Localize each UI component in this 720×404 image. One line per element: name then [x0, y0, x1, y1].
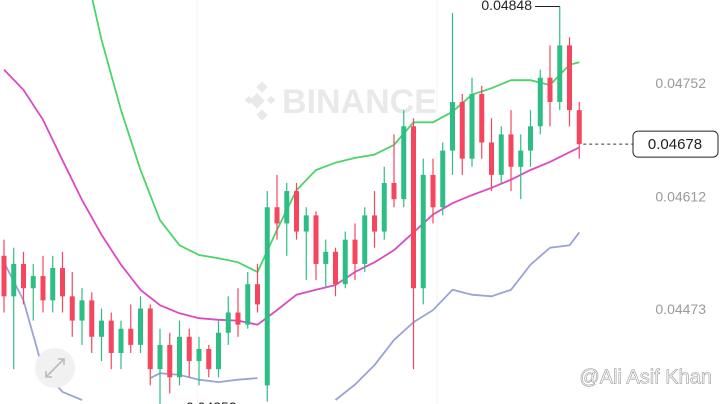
- watermark-logo: [244, 81, 276, 121]
- y-tick-label: 0.04612: [655, 188, 706, 204]
- candle-body: [518, 150, 524, 167]
- candle-body: [391, 182, 397, 200]
- candle-body: [21, 263, 26, 289]
- candle-body: [537, 77, 543, 127]
- candle-body: [342, 239, 348, 285]
- candle-body: [128, 328, 134, 345]
- candle-body: [196, 348, 202, 362]
- watermark: BINANCE: [282, 83, 437, 121]
- candle-body: [1, 255, 7, 297]
- candle-body: [459, 102, 465, 159]
- candle-body: [528, 126, 533, 151]
- candle-body: [40, 276, 46, 301]
- candle-body: [333, 251, 338, 285]
- candle-body: [274, 207, 280, 224]
- candle-body: [108, 320, 114, 353]
- candle-body: [469, 93, 475, 159]
- candle-body: [372, 215, 377, 232]
- candle-body: [255, 284, 260, 305]
- candle-body: [313, 215, 319, 264]
- candle-body: [401, 126, 407, 200]
- candle-body: [30, 276, 36, 289]
- candle-body: [235, 312, 241, 325]
- candle-body: [138, 308, 143, 345]
- candle-body: [420, 174, 426, 289]
- credit: @Ali Asif Khan: [579, 366, 712, 388]
- candle-body: [79, 300, 85, 321]
- candle-body: [89, 300, 95, 337]
- candle-body: [157, 344, 163, 370]
- candle-body: [177, 336, 182, 378]
- max-label: 0.04848: [481, 0, 532, 13]
- candle-body: [430, 174, 436, 208]
- candle-body: [479, 93, 485, 143]
- candle-body: [489, 142, 494, 175]
- candle-body: [498, 134, 504, 175]
- y-tick-label: 0.04473: [655, 301, 706, 317]
- candle-body: [186, 336, 192, 362]
- band-line: [91, 0, 580, 274]
- candle-body: [303, 215, 309, 232]
- candle-body: [547, 77, 553, 103]
- candle-body: [440, 150, 446, 208]
- candle-body: [381, 182, 387, 232]
- min-label: 0.04352: [186, 399, 237, 404]
- candle-body: [118, 328, 124, 353]
- candle-body: [50, 267, 56, 301]
- candle-body: [362, 215, 368, 264]
- y-tick-label: 0.04752: [655, 75, 706, 91]
- last-price-label: 0.04678: [648, 136, 702, 153]
- candle-body: [508, 134, 514, 167]
- candle-body: [450, 102, 455, 151]
- candle-body: [60, 267, 65, 297]
- candle-body: [147, 308, 153, 370]
- candle-body: [411, 126, 416, 289]
- expand-icon: [45, 358, 65, 378]
- candle-body: [99, 320, 104, 337]
- candle-body: [206, 348, 212, 370]
- candle-body: [284, 191, 290, 224]
- candle-body: [264, 207, 270, 386]
- candle-body: [352, 239, 358, 264]
- candle-body: [216, 332, 221, 370]
- candle-body: [167, 344, 173, 378]
- candle-body: [11, 263, 17, 297]
- candle-body: [69, 296, 75, 321]
- candle-body: [225, 312, 231, 333]
- candle-body: [294, 191, 299, 232]
- candle-body: [323, 251, 329, 264]
- last-price-box: [632, 130, 719, 158]
- candle-body: [567, 45, 572, 111]
- candle-body: [557, 45, 563, 103]
- candle-body: [245, 284, 251, 325]
- candle-body: [576, 110, 582, 145]
